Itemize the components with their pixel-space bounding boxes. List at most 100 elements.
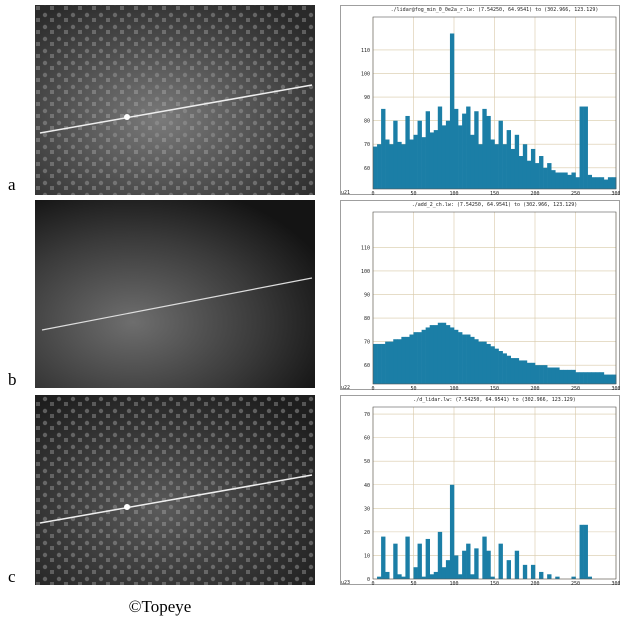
profile-bar — [377, 577, 381, 579]
y-tick-label: 40 — [364, 483, 370, 489]
profile-bar — [442, 125, 446, 189]
profile-bar — [401, 144, 405, 189]
profile-bar — [567, 370, 571, 384]
profile-bar — [507, 560, 511, 579]
profile-bar — [422, 330, 426, 384]
profile-bar — [414, 567, 418, 579]
profile-bar — [584, 372, 588, 384]
image-a — [35, 5, 315, 195]
profile-bar — [592, 372, 596, 384]
profile-bar — [381, 537, 385, 579]
profile-bar — [527, 161, 531, 189]
profile-bar — [563, 173, 567, 189]
y-tick-label: 100 — [361, 269, 370, 275]
profile-bar — [470, 574, 474, 579]
profile-bar — [418, 332, 422, 384]
y-tick-label: 90 — [364, 292, 370, 298]
profile-bar — [608, 375, 612, 384]
profile-bar — [414, 135, 418, 189]
y-tick-label: 80 — [364, 316, 370, 322]
profile-bar — [600, 177, 604, 189]
profile-bar — [523, 360, 527, 384]
profile-bar — [511, 358, 515, 384]
profile-bar — [478, 342, 482, 384]
x-tick-label: 300 — [611, 191, 620, 197]
profile-bar — [470, 337, 474, 384]
profile-bar — [474, 111, 478, 189]
profile-bar — [446, 325, 450, 384]
profile-bar — [531, 363, 535, 384]
profile-bar — [503, 144, 507, 189]
profile-bar — [414, 332, 418, 384]
profile-bar — [547, 368, 551, 384]
profile-bar — [409, 140, 413, 189]
profile-bar — [571, 370, 575, 384]
profile-bar — [539, 365, 543, 384]
page: {"panel_labels": ["a", "b", "c"], "capti… — [0, 0, 620, 622]
profile-bar — [393, 339, 397, 384]
profile-bar — [426, 111, 430, 189]
profile-bar — [559, 370, 563, 384]
profile-bar — [511, 149, 515, 189]
profile-bar — [592, 177, 596, 189]
profile-bar — [588, 372, 592, 384]
profile-bar — [405, 116, 409, 189]
profile-bar — [515, 551, 519, 579]
profile-bar — [458, 332, 462, 384]
profile-bar — [405, 337, 409, 384]
profile-bar — [584, 107, 588, 189]
profile-bar — [470, 135, 474, 189]
corner-label: u21 — [341, 190, 350, 196]
profile-bar — [543, 365, 547, 384]
profile-bar — [446, 560, 450, 579]
profile-bar — [385, 572, 389, 579]
profile-bar — [397, 574, 401, 579]
panel-label: c — [8, 567, 16, 586]
profile-bar — [430, 574, 434, 579]
profile-bar — [450, 485, 454, 579]
profile-bar — [373, 147, 377, 189]
figure: a b c ©Topeye ./lidar@fog_min_0_0e2a_r.l… — [0, 0, 620, 622]
x-tick-label: 100 — [449, 581, 458, 587]
profile-bar — [401, 577, 405, 579]
profile-bar — [499, 351, 503, 384]
profile-bar — [434, 572, 438, 579]
x-tick-label: 0 — [371, 386, 374, 392]
profile-bar — [551, 170, 555, 189]
profile-bar — [422, 137, 426, 189]
profile-bar — [385, 342, 389, 384]
profile-bar — [612, 375, 616, 384]
x-tick-label: 100 — [449, 191, 458, 197]
profile-bar — [474, 548, 478, 579]
profile-bar — [486, 344, 490, 384]
profile-bar — [405, 537, 409, 579]
x-tick-label: 50 — [410, 191, 416, 197]
y-tick-label: 30 — [364, 506, 370, 512]
profile-bar — [389, 342, 393, 384]
profile-bar — [373, 344, 377, 384]
corner-label: u23 — [341, 580, 350, 586]
profile-bar — [450, 327, 454, 384]
profile-bar — [426, 327, 430, 384]
x-tick-label: 50 — [410, 581, 416, 587]
profile-bar — [543, 168, 547, 189]
x-tick-label: 150 — [490, 581, 499, 587]
profile-bar — [547, 163, 551, 189]
profile-bar — [507, 130, 511, 189]
profile-bar — [462, 114, 466, 189]
chart-title: ./add_2_ch.lw: (7.54250, 64.9541) to (30… — [412, 202, 578, 208]
profile-bar — [454, 109, 458, 189]
profile-bar — [486, 116, 490, 189]
x-tick-label: 200 — [530, 386, 539, 392]
panel-label: b — [8, 370, 17, 389]
profile-bar — [612, 177, 616, 189]
corner-label: u22 — [341, 385, 350, 391]
profile-bar — [576, 177, 580, 189]
y-tick-label: 0 — [367, 577, 370, 583]
profile-bar — [385, 140, 389, 189]
profile-bar — [571, 173, 575, 189]
panel-label: a — [8, 175, 16, 194]
x-tick-label: 0 — [371, 581, 374, 587]
y-tick-label: 110 — [361, 48, 370, 54]
y-tick-label: 110 — [361, 245, 370, 251]
